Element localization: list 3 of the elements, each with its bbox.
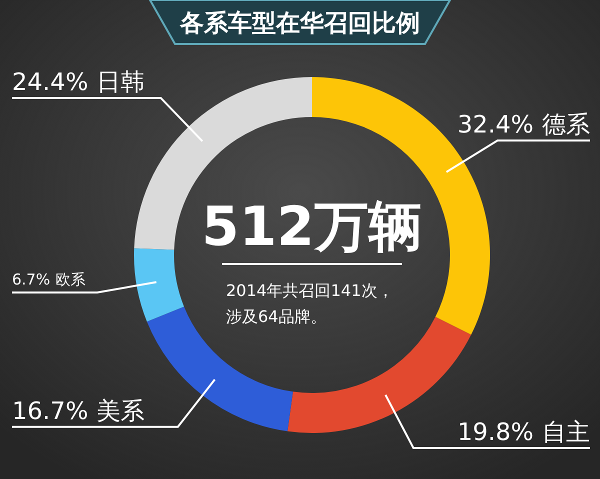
title: 各系车型在华召回比例 xyxy=(148,0,452,45)
center: 512万辆 2014年共召回141次， 涉及64品牌。 xyxy=(202,195,422,326)
chart-title: 各系车型在华召回比例 xyxy=(179,9,420,37)
